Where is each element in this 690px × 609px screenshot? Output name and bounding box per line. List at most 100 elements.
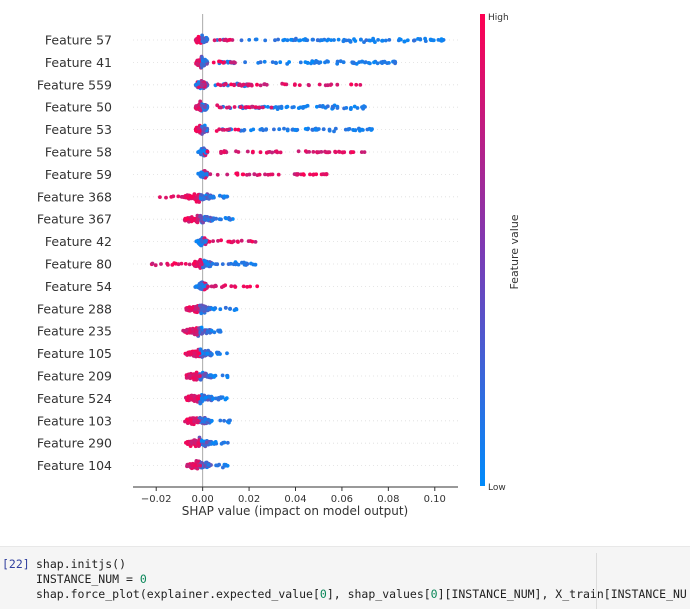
shap-point-feature-41 <box>243 60 248 65</box>
cell-divider <box>596 553 597 609</box>
shap-point-feature-41 <box>363 60 368 64</box>
shap-point-feature-50 <box>219 105 223 110</box>
shap-point-feature-50 <box>250 104 254 109</box>
shap-point-feature-50 <box>349 106 353 110</box>
shap-point-feature-41 <box>341 60 346 65</box>
shap-point-feature-41 <box>270 60 275 64</box>
shap-point-feature-559 <box>229 82 234 87</box>
shap-point-feature-559 <box>358 83 363 87</box>
shap-point-feature-235 <box>200 331 205 336</box>
code-line-3: shap.force_plot(explainer.expected_value… <box>36 587 687 601</box>
shap-point-feature-104 <box>223 463 228 468</box>
shap-point-feature-80 <box>183 262 188 266</box>
shap-point-feature-288 <box>194 310 199 314</box>
shap-point-feature-41 <box>258 60 263 65</box>
shap-point-feature-50 <box>355 106 360 110</box>
shap-point-feature-53 <box>327 127 332 132</box>
code-line-3-d: 0 <box>430 587 438 601</box>
shap-point-feature-105 <box>209 352 214 356</box>
shap-point-feature-80 <box>220 262 225 266</box>
code-line-3-b: 0 <box>319 587 327 601</box>
shap-point-feature-559 <box>297 83 302 87</box>
feature-label-feature-57: Feature 57 <box>45 33 112 48</box>
shap-point-feature-367 <box>195 217 200 222</box>
shap-point-feature-42 <box>227 239 232 244</box>
shap-point-feature-41 <box>305 60 310 65</box>
shap-point-feature-290 <box>204 440 209 445</box>
shap-point-feature-235 <box>195 332 199 337</box>
shap-point-feature-41 <box>233 60 237 65</box>
shap-point-feature-53 <box>290 127 295 132</box>
shap-point-feature-368 <box>198 196 203 201</box>
shap-point-feature-368 <box>158 195 162 200</box>
shap-point-feature-54 <box>229 284 234 289</box>
shap-point-feature-103 <box>222 418 227 423</box>
shap-point-feature-58 <box>333 150 338 155</box>
shap-point-feature-368 <box>164 195 168 200</box>
shap-point-feature-59 <box>252 172 257 177</box>
shap-point-feature-54 <box>194 284 199 289</box>
shap-point-feature-524 <box>195 399 200 404</box>
shap-point-feature-53 <box>343 127 348 132</box>
shap-point-feature-50 <box>215 103 220 108</box>
shap-point-feature-50 <box>315 104 319 109</box>
shap-point-feature-288 <box>234 307 239 312</box>
shap-point-feature-80 <box>159 262 163 266</box>
notebook-code-cell[interactable]: [22] shap.initjs() INSTANCE_NUM = 0 shap… <box>0 546 690 609</box>
shap-point-feature-80 <box>215 262 220 267</box>
shap-point-feature-50 <box>257 105 262 110</box>
shap-point-feature-559 <box>255 82 259 87</box>
shap-point-feature-59 <box>215 172 220 177</box>
shap-point-feature-59 <box>196 171 201 176</box>
shap-point-feature-50 <box>265 105 270 109</box>
shap-point-feature-54 <box>220 285 224 289</box>
code-line-3-a: shap.force_plot(explainer.expected_value… <box>36 587 320 601</box>
shap-point-feature-58 <box>359 150 364 155</box>
shap-point-feature-524 <box>207 394 212 399</box>
shap-point-feature-57 <box>329 38 333 42</box>
shap-point-feature-80 <box>198 262 203 267</box>
shap-point-feature-368 <box>202 196 207 201</box>
shap-point-feature-57 <box>200 36 205 41</box>
shap-point-feature-53 <box>225 127 230 132</box>
shap-point-feature-57 <box>380 38 385 43</box>
feature-label-feature-41: Feature 41 <box>45 55 112 70</box>
shap-point-feature-41 <box>379 60 383 65</box>
shap-point-feature-80 <box>233 262 238 267</box>
shap-point-feature-235 <box>209 328 214 333</box>
shap-point-feature-105 <box>192 351 196 355</box>
shap-point-feature-105 <box>215 350 219 355</box>
shap-point-feature-59 <box>234 171 239 176</box>
code-line-2-number: 0 <box>139 572 147 586</box>
shap-point-feature-559 <box>232 82 236 87</box>
shap-point-feature-53 <box>313 127 318 132</box>
shap-point-feature-57 <box>387 38 392 42</box>
shap-point-feature-42 <box>195 239 199 244</box>
shap-point-feature-42 <box>207 239 212 244</box>
code-line-3-c: ], shap_values[ <box>326 587 431 601</box>
shap-point-feature-367 <box>185 217 190 221</box>
shap-point-feature-57 <box>405 38 410 43</box>
shap-point-feature-559 <box>218 83 223 88</box>
shap-point-feature-57 <box>368 38 373 43</box>
shap-point-feature-367 <box>206 217 211 222</box>
shap-point-feature-367 <box>203 216 208 221</box>
feature-label-feature-42: Feature 42 <box>45 234 112 249</box>
shap-point-feature-367 <box>201 220 206 225</box>
shap-point-feature-235 <box>218 329 223 334</box>
feature-label-feature-235: Feature 235 <box>37 324 112 339</box>
shap-point-feature-57 <box>222 38 227 42</box>
shap-point-feature-41 <box>360 59 365 64</box>
shap-point-feature-58 <box>202 148 207 153</box>
shap-point-feature-57 <box>352 37 356 42</box>
shap-point-feature-59 <box>268 172 273 177</box>
shap-point-feature-80 <box>179 261 184 266</box>
shap-point-feature-57 <box>402 39 407 44</box>
shap-point-feature-42 <box>219 238 224 243</box>
shap-point-feature-41 <box>204 59 208 63</box>
shap-point-feature-235 <box>205 329 210 334</box>
shap-point-feature-58 <box>317 150 321 155</box>
shap-point-feature-42 <box>236 240 240 244</box>
shap-point-feature-53 <box>196 126 201 131</box>
shap-point-feature-288 <box>223 305 228 310</box>
